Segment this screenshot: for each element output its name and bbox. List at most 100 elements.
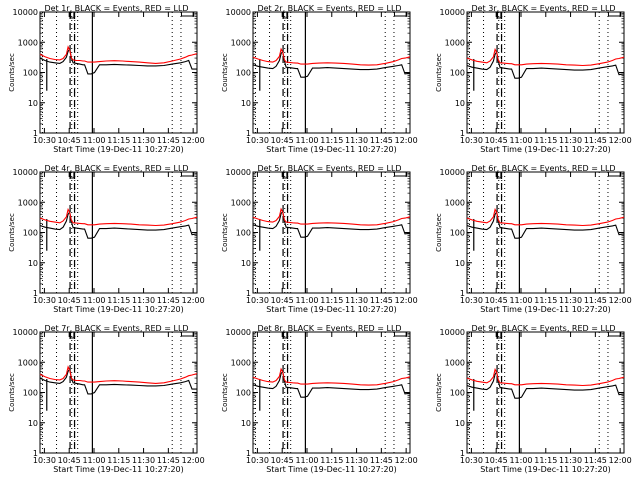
x-tick-label: 10:30	[460, 136, 483, 145]
x-tick-label: 12:00	[609, 296, 632, 305]
y-tick-label: 10	[455, 259, 465, 268]
x-tick-label: 10:30	[246, 456, 269, 465]
x-tick-label: 11:30	[132, 136, 155, 145]
x-tick-label: 12:00	[182, 296, 205, 305]
x-axis-label: Start Time (19-Dec-11 10:27:20)	[266, 305, 397, 314]
x-tick-label: 11:45	[584, 456, 607, 465]
series-line-events	[39, 367, 197, 395]
x-tick-label: 12:00	[395, 456, 418, 465]
y-tick-label: 10000	[226, 8, 251, 17]
y-tick-label: 1	[460, 129, 465, 138]
y-tick-label: 1	[460, 289, 465, 298]
interval-bracket	[393, 172, 408, 177]
series-line-lld	[39, 45, 198, 64]
x-axis-label: Start Time (19-Dec-11 10:27:20)	[266, 145, 397, 154]
x-axis-label: Start Time (19-Dec-11 10:27:20)	[266, 465, 397, 474]
x-tick-label: 10:45	[271, 456, 294, 465]
plot-frame	[252, 171, 411, 294]
panel-title: Det 5r, BLACK = Events, RED = LLD	[257, 164, 401, 173]
y-tick-label: 100	[236, 229, 251, 238]
x-tick-label: 11:00	[82, 296, 105, 305]
x-tick-label: 11:45	[157, 456, 180, 465]
plot-frame	[252, 11, 411, 134]
x-tick-label: 11:45	[370, 456, 393, 465]
x-tick-label: 10:45	[58, 296, 81, 305]
panel-det-6r: Det 6r, BLACK = Events, RED = LLD 1 10 100 1…	[435, 164, 632, 314]
series-line-events	[39, 210, 198, 239]
y-tick-label: 1	[246, 289, 251, 298]
y-tick-label: 1000	[231, 358, 251, 367]
panel-title: Det 8r, BLACK = Events, RED = LLD	[257, 324, 401, 333]
interval-bracket	[497, 332, 502, 339]
x-tick-label: 10:30	[33, 456, 56, 465]
x-tick-label: 11:00	[509, 136, 532, 145]
plot-frame	[252, 331, 411, 454]
x-tick-label: 11:30	[132, 296, 155, 305]
interval-bracket	[607, 332, 622, 337]
x-tick-label: 11:15	[107, 296, 130, 305]
interval-bracket	[283, 12, 288, 19]
x-tick-label: 11:45	[584, 136, 607, 145]
x-tick-label: 11:30	[132, 456, 155, 465]
y-axis-label: Counts/sec	[435, 213, 443, 252]
x-tick-label: 11:15	[534, 136, 557, 145]
x-tick-label: 11:45	[370, 296, 393, 305]
y-tick-label: 100	[450, 389, 465, 398]
y-tick-label: 10	[241, 419, 251, 428]
x-tick-label: 10:30	[33, 296, 56, 305]
plot-frame	[39, 171, 198, 294]
x-axis-label: Start Time (19-Dec-11 10:27:20)	[480, 305, 611, 314]
plot-frame	[39, 11, 198, 134]
x-tick-label: 10:45	[58, 136, 81, 145]
series-line-lld	[252, 47, 411, 66]
series-line-events	[466, 210, 625, 239]
panel-det-1r: Det 1r, BLACK = Events, RED = LLD 1 10 100 1…	[8, 4, 205, 154]
y-tick-label: 1	[33, 129, 38, 138]
y-tick-label: 100	[236, 389, 251, 398]
y-tick-label: 1000	[445, 198, 465, 207]
interval-bracket	[607, 172, 622, 177]
x-tick-label: 12:00	[609, 456, 632, 465]
x-tick-label: 11:45	[370, 136, 393, 145]
panel-title: Det 2r, BLACK = Events, RED = LLD	[257, 4, 401, 13]
y-tick-label: 1	[246, 129, 251, 138]
x-tick-label: 10:45	[485, 456, 508, 465]
panel-det-9r: Det 9r, BLACK = Events, RED = LLD 1 10 100 1…	[435, 324, 632, 474]
x-tick-label: 11:15	[320, 296, 343, 305]
panel-title: Det 3r, BLACK = Events, RED = LLD	[471, 4, 615, 13]
plot-frame	[466, 171, 625, 294]
interval-bracket	[607, 12, 622, 17]
y-tick-label: 10000	[440, 168, 465, 177]
interval-bracket	[393, 12, 408, 17]
x-tick-label: 11:00	[509, 296, 532, 305]
y-tick-label: 100	[23, 389, 38, 398]
y-tick-label: 1000	[231, 198, 251, 207]
x-tick-label: 10:30	[246, 296, 269, 305]
y-tick-label: 10000	[440, 8, 465, 17]
y-tick-label: 1000	[231, 38, 251, 47]
series-line-lld	[466, 367, 625, 387]
y-tick-label: 100	[450, 69, 465, 78]
x-tick-label: 11:15	[534, 296, 557, 305]
series-line-events	[252, 50, 411, 78]
x-tick-label: 11:45	[157, 136, 180, 145]
y-tick-label: 10000	[440, 328, 465, 337]
y-axis-label: Counts/sec	[435, 53, 443, 92]
interval-bracket	[283, 172, 288, 179]
x-tick-label: 11:45	[157, 296, 180, 305]
y-axis-label: Counts/sec	[435, 373, 443, 412]
x-axis-label: Start Time (19-Dec-11 10:27:20)	[53, 465, 184, 474]
x-tick-label: 10:30	[33, 136, 56, 145]
y-tick-label: 10	[28, 259, 38, 268]
x-tick-label: 11:15	[107, 136, 130, 145]
interval-bracket	[70, 172, 75, 179]
interval-bracket	[497, 172, 502, 179]
x-tick-label: 11:30	[345, 136, 368, 145]
y-tick-label: 10	[455, 419, 465, 428]
y-tick-label: 10	[28, 99, 38, 108]
interval-bracket	[283, 332, 288, 339]
series-line-lld	[252, 367, 411, 386]
series-line-lld	[252, 207, 411, 226]
panel-title: Det 9r, BLACK = Events, RED = LLD	[471, 324, 615, 333]
